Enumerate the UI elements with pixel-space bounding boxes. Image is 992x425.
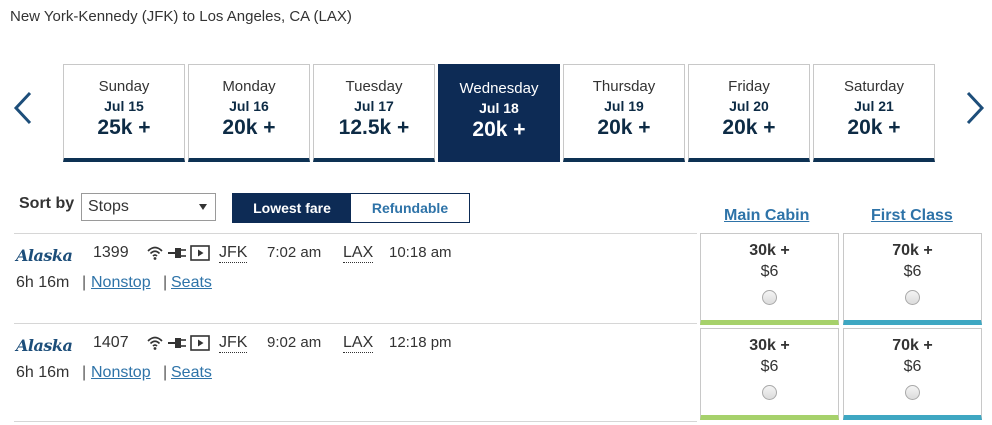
day-name: Monday (222, 78, 276, 95)
separator: | (163, 364, 168, 381)
next-week-button[interactable] (960, 90, 990, 126)
flight-duration: 6h 16m (16, 364, 70, 381)
day-date: Jul 16 (229, 98, 269, 114)
wifi-icon (146, 245, 164, 266)
day-tab-thursday[interactable]: Thursday Jul 19 20k + (563, 64, 685, 162)
nonstop-link[interactable]: Nonstop (91, 274, 151, 291)
day-name: Tuesday (345, 78, 403, 95)
day-date: Jul 17 (354, 98, 394, 114)
arrival-time: 10:18 am (389, 244, 452, 261)
fare-radio[interactable] (905, 385, 920, 400)
flight-row: Alaska 1407 JFK 9:02 am LAX 12:18 pm 6h … (14, 324, 697, 414)
fare-tax: $6 (760, 358, 779, 375)
day-tab-friday[interactable]: Friday Jul 20 20k + (688, 64, 810, 162)
first-class-fare-option[interactable]: 70k + $6 (843, 233, 982, 325)
previous-week-button[interactable] (8, 90, 38, 126)
day-name: Friday (728, 78, 770, 95)
refundable-button[interactable]: Refundable (351, 194, 469, 222)
flight-row: Alaska 1399 JFK 7:02 am LAX 10:18 am 6h … (14, 234, 697, 324)
day-date: Jul 18 (479, 100, 519, 116)
fare-tax: $6 (760, 263, 779, 280)
fare-miles: 70k + (892, 242, 933, 259)
alaska-airlines-logo: Alaska (16, 336, 73, 355)
day-tab-saturday[interactable]: Saturday Jul 21 20k + (813, 64, 935, 162)
destination-airport[interactable]: LAX (343, 334, 374, 353)
lowest-fare-button[interactable]: Lowest fare (233, 194, 351, 222)
day-fare: 25k + (97, 116, 151, 139)
day-tab-tuesday[interactable]: Tuesday Jul 17 12.5k + (313, 64, 435, 162)
origin-airport[interactable]: JFK (219, 244, 248, 263)
route-title: New York-Kennedy (JFK) to Los Angeles, C… (10, 8, 352, 25)
chevron-right-icon (966, 91, 985, 125)
sort-select[interactable]: Stops (81, 193, 216, 221)
day-date: Jul 21 (854, 98, 894, 114)
day-name: Sunday (98, 78, 150, 95)
day-name: Thursday (592, 78, 656, 95)
row-divider (14, 233, 697, 234)
day-fare: 12.5k + (338, 116, 410, 139)
day-tab-monday[interactable]: Monday Jul 16 20k + (188, 64, 310, 162)
first-class-fare-option[interactable]: 70k + $6 (843, 328, 982, 420)
main-cabin-fare-option[interactable]: 30k + $6 (700, 233, 839, 325)
row-divider (14, 323, 697, 324)
day-name: Wednesday (459, 80, 539, 97)
sort-label: Sort by (19, 195, 75, 212)
day-fare: 20k + (722, 116, 776, 139)
day-fare: 20k + (472, 118, 526, 141)
separator: | (163, 274, 168, 291)
caret-down-icon (199, 204, 207, 210)
fare-type-toggle: Lowest fare Refundable (232, 193, 470, 223)
departure-time: 9:02 am (267, 334, 322, 351)
day-fare: 20k + (222, 116, 276, 139)
sort-selected-value: Stops (88, 198, 129, 215)
seats-link[interactable]: Seats (171, 364, 212, 381)
amenity-icons (146, 335, 210, 356)
day-name: Saturday (843, 78, 905, 95)
amenity-icons (146, 245, 210, 266)
power-plug-icon (167, 335, 187, 356)
fare-radio[interactable] (762, 290, 777, 305)
day-date: Jul 19 (604, 98, 644, 114)
flight-duration: 6h 16m (16, 274, 70, 291)
flight-number: 1399 (93, 244, 129, 261)
day-date: Jul 15 (104, 98, 144, 114)
day-fare: 20k + (597, 116, 651, 139)
main-cabin-fare-option[interactable]: 30k + $6 (700, 328, 839, 420)
origin-airport[interactable]: JFK (219, 334, 248, 353)
day-tab-wednesday[interactable]: Wednesday Jul 18 20k + (438, 64, 560, 162)
wifi-icon (146, 335, 164, 356)
fare-miles: 30k + (749, 242, 790, 259)
separator: | (82, 274, 87, 291)
fare-miles: 70k + (892, 337, 933, 354)
fare-tax: $6 (903, 358, 922, 375)
destination-airport[interactable]: LAX (343, 244, 374, 263)
departure-time: 7:02 am (267, 244, 322, 261)
chevron-left-icon (13, 91, 32, 125)
day-fare: 20k + (847, 116, 901, 139)
fare-radio[interactable] (762, 385, 777, 400)
fare-miles: 30k + (749, 337, 790, 354)
arrival-time: 12:18 pm (389, 334, 452, 351)
day-tab-sunday[interactable]: Sunday Jul 15 25k + (63, 64, 185, 162)
separator: | (82, 364, 87, 381)
first-class-header-link[interactable]: First Class (871, 207, 953, 224)
main-cabin-header-link[interactable]: Main Cabin (724, 207, 810, 224)
fare-tax: $6 (903, 263, 922, 280)
alaska-airlines-logo: Alaska (16, 246, 73, 265)
video-screen-icon (190, 335, 210, 356)
power-plug-icon (167, 245, 187, 266)
day-date: Jul 20 (729, 98, 769, 114)
flight-number: 1407 (93, 334, 129, 351)
fare-radio[interactable] (905, 290, 920, 305)
video-screen-icon (190, 245, 210, 266)
row-divider (14, 421, 697, 422)
seats-link[interactable]: Seats (171, 274, 212, 291)
nonstop-link[interactable]: Nonstop (91, 364, 151, 381)
